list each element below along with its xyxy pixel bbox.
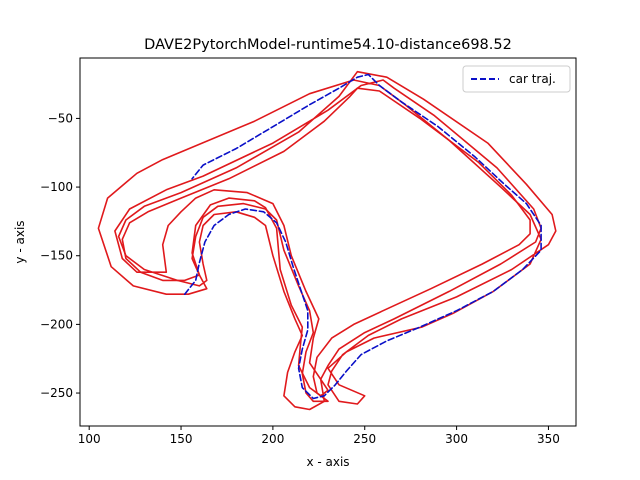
y-tick-label: −200 xyxy=(40,317,73,331)
series-layer xyxy=(97,70,557,411)
y-tick-label: −50 xyxy=(48,111,73,125)
y-tick-label: −100 xyxy=(40,180,73,194)
y-axis: −50 −100 −150 −200 −250 xyxy=(40,111,80,400)
chart-title: DAVE2PytorchModel-runtime54.10-distance6… xyxy=(144,37,512,53)
x-tick-label: 250 xyxy=(353,432,376,446)
x-tick-label: 100 xyxy=(78,432,101,446)
x-tick-label: 300 xyxy=(445,432,468,446)
road-boundary-line-1 xyxy=(97,70,557,411)
legend-box xyxy=(462,65,571,93)
y-axis-label: y - axis xyxy=(13,220,27,263)
x-tick-label: 350 xyxy=(537,432,560,446)
legend-label-car-traj: car traj. xyxy=(509,72,556,86)
x-axis: 100 150 200 250 300 350 xyxy=(78,426,560,446)
x-tick-label: 200 xyxy=(261,432,284,446)
x-axis-label: x - axis xyxy=(306,455,349,469)
legend: car traj. xyxy=(462,65,571,93)
y-tick-label: −250 xyxy=(40,386,73,400)
y-tick-label: −150 xyxy=(40,249,73,263)
plot-frame xyxy=(79,57,577,427)
x-tick-label: 150 xyxy=(170,432,193,446)
car-trajectory-line xyxy=(183,73,542,400)
